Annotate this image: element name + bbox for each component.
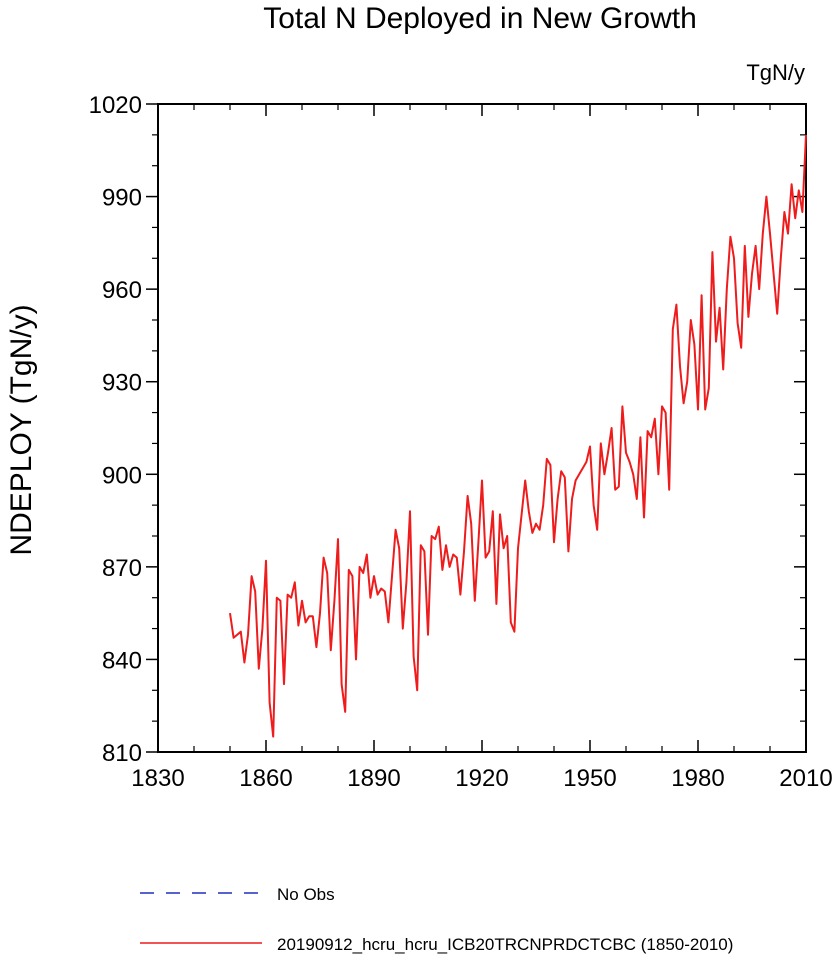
y-tick-label: 1020: [89, 92, 142, 119]
legend-label-1: 20190912_hcru_hcru_ICB20TRCNPRDCTCBC (18…: [277, 935, 733, 954]
x-tick-label: 1860: [239, 765, 292, 792]
chart-title: Total N Deployed in New Growth: [263, 2, 697, 35]
axis-ticks: [146, 103, 807, 753]
plot-frame: [157, 103, 807, 753]
x-tick-label: 1830: [131, 765, 184, 792]
x-tick-label: 2010: [779, 765, 832, 792]
y-tick-label: 960: [102, 277, 142, 304]
y-tick-label: 840: [102, 647, 142, 674]
legend-label-0: No Obs: [277, 885, 335, 904]
tick-labels: 1830 1860 1890 1920 1950 1980 2010 810 840 870 900…: [89, 92, 833, 792]
y-tick-label: 900: [102, 462, 142, 489]
series-line-1: [229, 134, 807, 738]
units-label: TgN/y: [746, 60, 805, 85]
legend: No Obs 20190912_hcru_hcru_ICB20TRCNPRDCTC…: [140, 885, 733, 954]
series-layer: [229, 134, 807, 738]
x-tick-label: 1920: [455, 765, 508, 792]
x-tick-label: 1890: [347, 765, 400, 792]
y-axis-label: NDEPLOY (TgN/y): [5, 304, 38, 555]
y-tick-label: 930: [102, 370, 142, 397]
x-tick-label: 1980: [671, 765, 724, 792]
y-tick-label: 810: [102, 740, 142, 767]
y-tick-label: 990: [102, 185, 142, 212]
x-tick-label: 1950: [563, 765, 616, 792]
y-tick-label: 870: [102, 555, 142, 582]
